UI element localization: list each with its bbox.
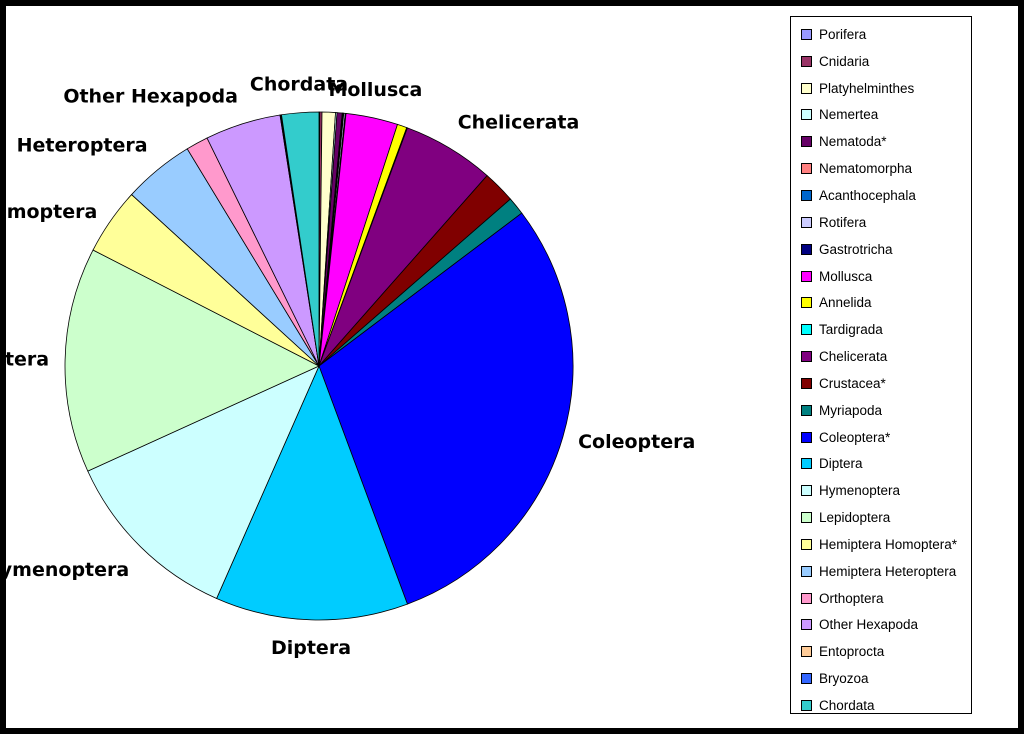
legend-swatch <box>801 189 812 201</box>
slice-label-diptera: Diptera <box>271 637 351 659</box>
slice-label-coleoptera: Coleoptera <box>578 431 695 453</box>
legend-swatch <box>801 619 812 631</box>
chart-canvas: Mollusca Chelicerata Coleoptera Diptera Hyme… <box>6 6 1018 728</box>
legend-swatch <box>801 163 812 175</box>
legend-swatch <box>801 351 812 363</box>
legend-item-hymenoptera: Hymenoptera <box>801 477 971 504</box>
legend-label: Entoprocta <box>819 644 885 660</box>
legend-label: Acanthocephala <box>819 187 916 203</box>
legend: Porifera Cnidaria Platyhelminthes Nemertea N… <box>790 16 972 714</box>
legend-label: Mollusca <box>819 268 873 284</box>
legend-label: Rotifera <box>819 214 867 230</box>
legend-label: Coleoptera* <box>819 429 891 445</box>
legend-swatch <box>801 216 812 228</box>
legend-label: Nematomorpha <box>819 161 913 177</box>
legend-label: Tardigrada <box>819 322 883 338</box>
legend-item-hemiptera-heteroptera: Hemiptera Heteroptera <box>801 558 971 585</box>
pie-slice-diptera <box>216 364 408 621</box>
legend-label: Crustacea* <box>819 375 886 391</box>
legend-label: Orthoptera <box>819 590 884 606</box>
legend-swatch <box>801 243 812 255</box>
legend-item-nemertea: Nemertea <box>801 102 971 129</box>
legend-item-hemiptera-homoptera: Hemiptera Homoptera* <box>801 531 971 558</box>
legend-item-myriapoda: Myriapoda <box>801 397 971 424</box>
legend-swatch <box>801 377 812 389</box>
legend-item-coleoptera: Coleoptera* <box>801 424 971 451</box>
legend-list: Porifera Cnidaria Platyhelminthes Nemertea N… <box>791 17 971 719</box>
legend-item-tardigrada: Tardigrada <box>801 316 971 343</box>
legend-label: Porifera <box>819 26 867 42</box>
slice-label-hymenoptera: Hymenoptera <box>6 559 129 581</box>
pie-slice-lepidoptera <box>64 249 320 472</box>
legend-item-mollusca: Mollusca <box>801 263 971 290</box>
legend-item-rotifera: Rotifera <box>801 209 971 236</box>
legend-label: Hemiptera Homoptera* <box>819 536 958 552</box>
legend-label: Nematoda* <box>819 134 887 150</box>
legend-swatch <box>801 82 812 94</box>
legend-swatch <box>801 646 812 658</box>
legend-swatch <box>801 538 812 550</box>
legend-label: Chordata <box>819 698 875 714</box>
legend-item-crustacea: Crustacea* <box>801 370 971 397</box>
legend-item-orthoptera: Orthoptera <box>801 585 971 612</box>
legend-item-chordata: Chordata <box>801 692 971 719</box>
legend-swatch <box>801 700 812 712</box>
legend-label: Hemiptera Heteroptera <box>819 563 957 579</box>
legend-swatch <box>801 270 812 282</box>
legend-item-bryozoa: Bryozoa <box>801 665 971 692</box>
legend-item-acanthocephala: Acanthocephala <box>801 182 971 209</box>
legend-swatch <box>801 592 812 604</box>
pie-chart: Mollusca Chelicerata Coleoptera Diptera Hyme… <box>6 74 695 659</box>
legend-label: Nemertea <box>819 107 879 123</box>
legend-swatch <box>801 324 812 336</box>
legend-item-annelida: Annelida <box>801 289 971 316</box>
legend-swatch <box>801 55 812 67</box>
slice-label-other-hexapoda: Other Hexapoda <box>63 86 238 108</box>
legend-label: Gastrotricha <box>819 241 893 257</box>
legend-swatch <box>801 458 812 470</box>
slice-label-lepidoptera: Lepidoptera <box>6 349 49 371</box>
legend-swatch <box>801 297 812 309</box>
slice-label-heteroptera: Heteroptera <box>17 134 148 156</box>
legend-swatch <box>801 565 812 577</box>
legend-swatch <box>801 109 812 121</box>
legend-item-cnidaria: Cnidaria <box>801 48 971 75</box>
legend-label: Annelida <box>819 295 872 311</box>
legend-label: Diptera <box>819 456 863 472</box>
legend-item-chelicerata: Chelicerata <box>801 343 971 370</box>
legend-label: Chelicerata <box>819 349 888 365</box>
legend-item-platyhelminthes: Platyhelminthes <box>801 75 971 102</box>
legend-label: Myriapoda <box>819 402 883 418</box>
legend-swatch <box>801 136 812 148</box>
legend-item-lepidoptera: Lepidoptera <box>801 504 971 531</box>
legend-item-nematomorpha: Nematomorpha <box>801 155 971 182</box>
legend-label: Platyhelminthes <box>819 80 915 96</box>
slice-label-chelicerata: Chelicerata <box>458 111 580 133</box>
legend-label: Bryozoa <box>819 671 869 687</box>
slice-label-homoptera: Homoptera <box>6 201 97 223</box>
legend-item-porifera: Porifera <box>801 21 971 48</box>
pie-slice-hymenoptera <box>87 365 320 599</box>
legend-label: Lepidoptera <box>819 510 891 526</box>
legend-label: Hymenoptera <box>819 483 901 499</box>
pie-slice-chordata <box>281 111 320 367</box>
legend-swatch <box>801 28 812 40</box>
legend-swatch <box>801 431 812 443</box>
legend-item-diptera: Diptera <box>801 451 971 478</box>
legend-item-nematoda: Nematoda* <box>801 128 971 155</box>
legend-item-gastrotricha: Gastrotricha <box>801 236 971 263</box>
legend-swatch <box>801 404 812 416</box>
legend-label: Other Hexapoda <box>819 617 919 633</box>
slice-label-chordata: Chordata <box>250 74 348 96</box>
legend-swatch <box>801 673 812 685</box>
slice-label-mollusca: Mollusca <box>328 79 422 101</box>
legend-label: Cnidaria <box>819 53 870 69</box>
legend-item-other-hexapoda: Other Hexapoda <box>801 612 971 639</box>
legend-item-entoprocta: Entoprocta <box>801 638 971 665</box>
legend-swatch <box>801 485 812 497</box>
legend-swatch <box>801 512 812 524</box>
pie-slice-coleoptera <box>318 212 574 605</box>
